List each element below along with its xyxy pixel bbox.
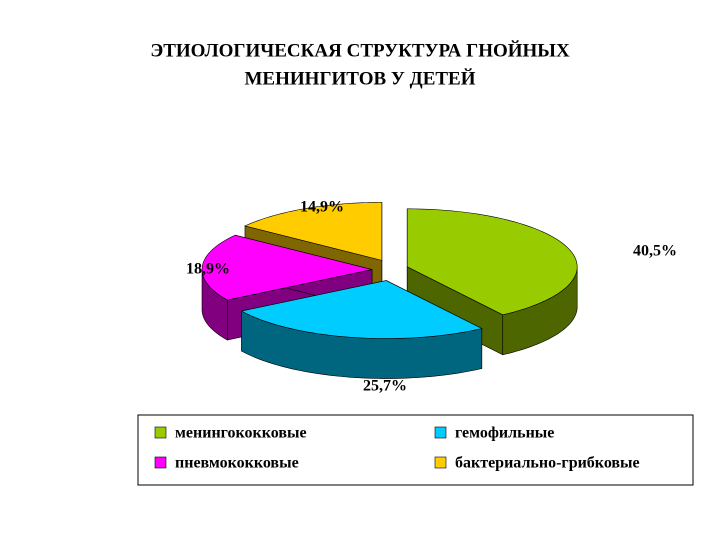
slice-top — [244, 202, 383, 261]
data-label: 40,5% — [633, 243, 677, 260]
legend-box — [137, 414, 694, 486]
slice-top — [201, 234, 373, 301]
data-label: 25,7% — [363, 378, 407, 395]
slice-top — [406, 208, 578, 316]
legend-swatch — [154, 456, 167, 469]
data-label: 14,9% — [300, 199, 344, 216]
slice-top — [240, 280, 483, 339]
slice — [240, 280, 483, 379]
legend-swatch — [154, 426, 167, 439]
chart-title: ЭТИОЛОГИЧЕСКАЯ СТРУКТУРА ГНОЙНЫХ — [150, 39, 570, 61]
legend-swatch — [434, 456, 447, 469]
legend-label: менингококковые — [175, 425, 307, 442]
legend-swatch — [434, 426, 447, 439]
legend-label: гемофильные — [455, 425, 554, 442]
chart-title: МЕНИНГИТОВ У ДЕТЕЙ — [245, 67, 476, 89]
data-label: 18,9% — [186, 261, 230, 278]
legend-label: бактериально-грибковые — [455, 455, 640, 472]
legend-label: пневмококковые — [175, 455, 299, 472]
